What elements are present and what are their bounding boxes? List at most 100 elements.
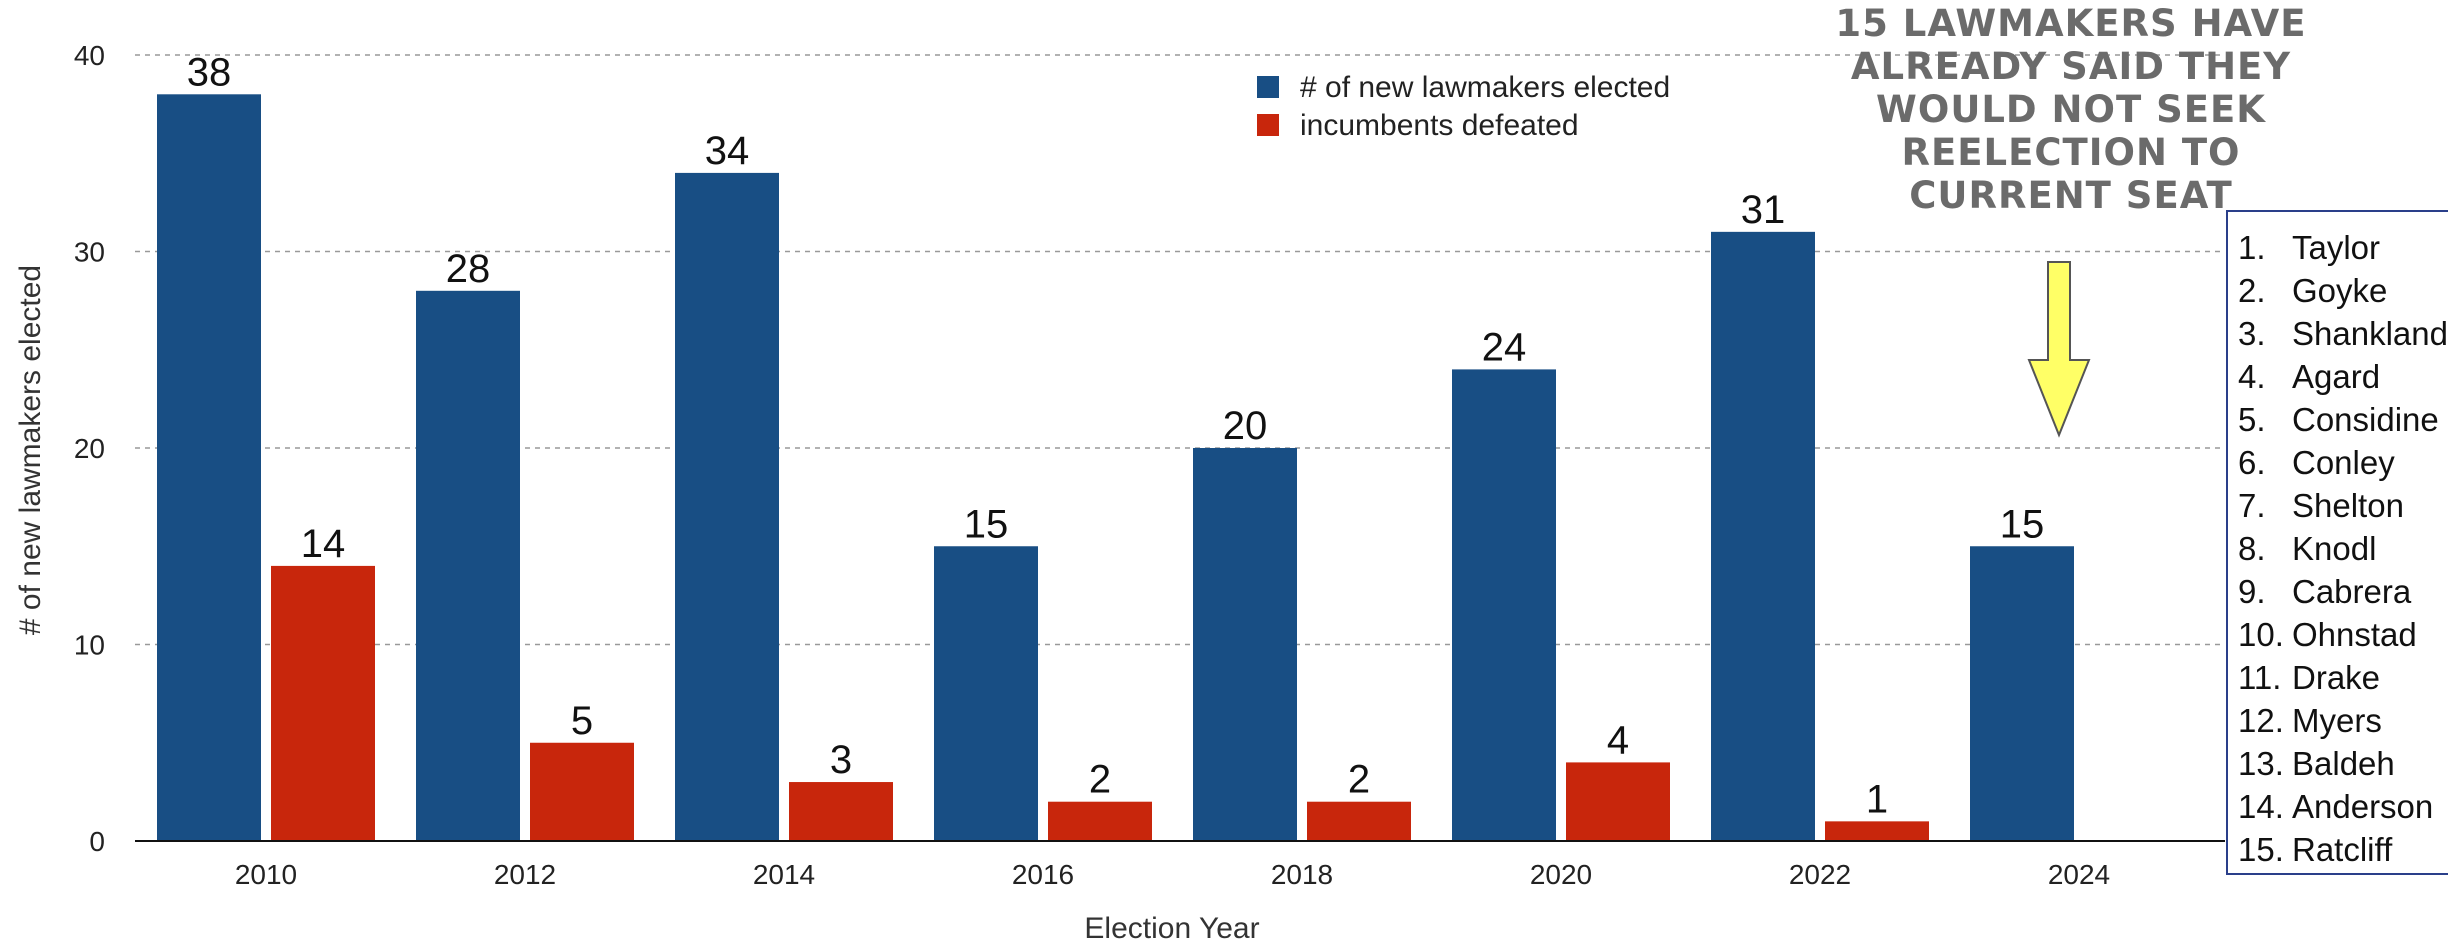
list-item-name: Conley [2292,444,2395,481]
bar-new-lawmakers [1970,546,2074,841]
x-tick-labels: 2010 2012 2014 2016 2018 2020 2022 2024 [235,859,2110,890]
data-label: 31 [1741,188,1786,232]
list-item-name: Shankland [2292,315,2448,352]
data-label: 2 [1089,758,1111,802]
y-tick-labels: 0 10 20 30 40 [74,40,105,857]
list-item-number: 8. [2238,530,2266,567]
list-item-number: 1. [2238,229,2266,266]
list-item-number: 4. [2238,358,2266,395]
list-item: 8. Knodl [2238,527,2448,570]
list-item: 6. Conley [2238,441,2448,484]
list-item-number: 3. [2238,315,2266,352]
bar-new-lawmakers [1193,448,1297,841]
list-item-name: Agard [2292,358,2381,395]
list-item-name: Ratcliff [2292,831,2393,868]
data-label: 20 [1223,404,1268,448]
list-item-number: 7. [2238,487,2266,524]
x-tick-label: 2020 [1530,859,1592,890]
annotation-line: REELECTION TO [1901,131,2240,174]
list-item-name: Shelton [2292,487,2404,524]
data-label: 15 [2000,502,2045,546]
x-tick-label: 2012 [494,859,556,890]
list-item: 5. Considine [2238,398,2448,441]
list-item-number: 12. [2238,702,2284,739]
bar-incumbents-defeated [789,782,893,841]
list-item: 12. Myers [2238,699,2448,742]
legend-swatch [1257,114,1279,136]
list-item-name: Ohnstad [2292,616,2417,653]
list-item: 15. Ratcliff [2238,828,2448,871]
list-item: 9. Cabrera [2238,570,2448,613]
bar-new-lawmakers [416,290,520,841]
bar-new-lawmakers [1711,231,1815,842]
list-item-name: Cabrera [2292,573,2412,610]
y-tick-label: 0 [89,826,105,857]
list-item: 10. Ohnstad [2238,613,2448,656]
data-label: 34 [705,129,750,173]
y-tick-label: 10 [74,630,105,661]
y-tick-label: 40 [74,40,105,71]
gridlines [135,54,2225,646]
legend-swatch [1257,76,1279,98]
y-tick-label: 30 [74,237,105,268]
list-item: 7. Shelton [2238,484,2448,527]
bar-incumbents-defeated [1566,762,1670,841]
list-item-number: 9. [2238,573,2266,610]
bar-incumbents-defeated [1825,821,1929,841]
list-item-name: Drake [2292,659,2381,696]
list-item: 13. Baldeh [2238,742,2448,785]
annotation-line: CURRENT SEAT [1909,174,2232,217]
list-item-name: Baldeh [2292,745,2395,782]
bars [157,94,2074,842]
x-tick-label: 2022 [1789,859,1851,890]
data-label: 1 [1866,777,1888,821]
list-item: 3. Shankland [2238,312,2448,355]
bar-new-lawmakers [934,546,1038,841]
data-label: 38 [187,50,232,94]
data-label: 14 [301,522,346,566]
legend-label: # of new lawmakers elected [1300,71,1670,104]
x-tick-label: 2018 [1271,859,1333,890]
bar-incumbents-defeated [271,565,375,841]
data-label: 5 [571,699,593,743]
data-label: 2 [1348,758,1370,802]
y-axis-title: # of new lawmakers elected [14,265,47,635]
bar-new-lawmakers [675,172,779,841]
x-tick-label: 2010 [235,859,297,890]
down-arrow-icon [2027,261,2091,438]
x-tick-label: 2016 [1012,859,1074,890]
list-item-number: 15. [2238,831,2284,868]
annotation-line: 15 LAWMAKERS HAVE [1835,2,2306,45]
list-item-name: Considine [2292,401,2439,438]
bar-new-lawmakers [157,94,261,842]
data-label: 24 [1482,325,1527,369]
list-item: 4. Agard [2238,355,2448,398]
x-tick-label: 2024 [2048,859,2110,890]
list-item-name: Anderson [2292,788,2434,825]
data-label: 28 [446,247,491,291]
legend-label: incumbents defeated [1300,109,1579,142]
data-label: 4 [1607,718,1629,762]
annotation-line: ALREADY SAID THEY [1851,45,2291,88]
list-item: 1. Taylor [2238,226,2448,269]
bar-incumbents-defeated [1307,801,1411,841]
legend: # of new lawmakers elected incumbents def… [1257,71,1670,142]
list-item-number: 11. [2238,659,2282,696]
list-item-name: Myers [2292,702,2382,739]
x-axis-title: Election Year [1084,912,1259,943]
list-item: 11. Drake [2238,656,2448,699]
list-item-number: 2. [2238,272,2266,309]
list-item-name: Knodl [2292,530,2377,567]
y-tick-label: 20 [74,433,105,464]
bar-labels: 38 14 28 5 34 3 15 2 20 2 24 4 31 1 15 [187,50,2045,821]
list-item: 2. Goyke [2238,269,2448,312]
list-item-name: Goyke [2292,272,2388,309]
data-label: 15 [964,502,1009,546]
list-item-number: 10. [2238,616,2284,653]
bar-incumbents-defeated [1048,801,1152,841]
bar-new-lawmakers [1452,369,1556,841]
data-label: 3 [830,738,852,782]
x-tick-label: 2014 [753,859,815,890]
list-item-number: 6. [2238,444,2266,481]
